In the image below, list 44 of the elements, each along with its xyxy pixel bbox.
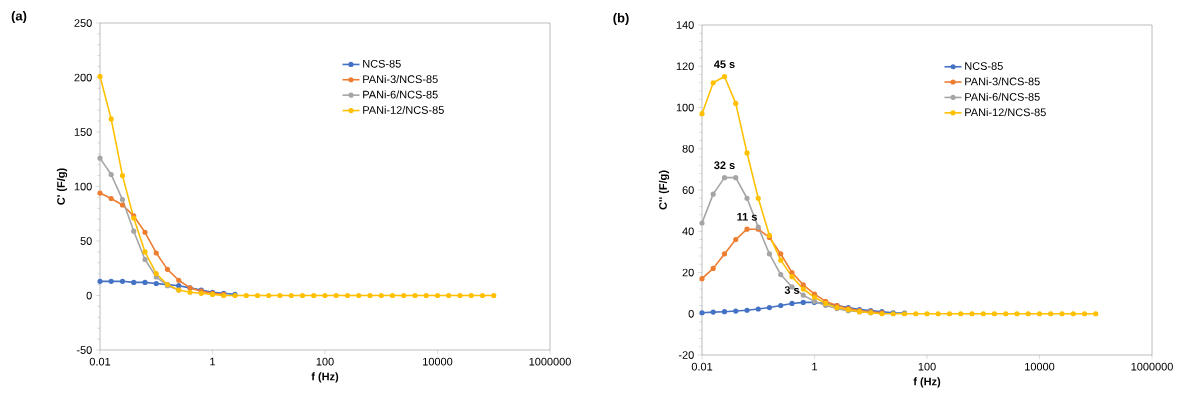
y-tick-label: 100 — [74, 182, 92, 191]
legend-label: PANi-6/NCS-85 — [965, 92, 1040, 101]
annotation: 11 s — [737, 213, 757, 221]
legend-label: PANi-6/NCS-85 — [363, 90, 438, 99]
x-axis-title: f (Hz) — [913, 377, 941, 388]
y-tick-label: 250 — [74, 19, 92, 27]
x-axis-title: f (Hz) — [311, 372, 339, 383]
y-tick-label: 80 — [682, 144, 694, 153]
x-tick-label: 1 — [210, 357, 216, 366]
y-tick-label: 50 — [80, 237, 92, 245]
y-tick-label: 60 — [682, 186, 694, 194]
legend-label: NCS-85 — [363, 59, 401, 68]
y-tick-label: 40 — [682, 227, 694, 236]
y-tick-label: 20 — [682, 268, 694, 277]
y-axis-title: C' (F/g) — [56, 168, 68, 205]
annotation: 45 s — [714, 60, 735, 69]
x-tick-label: 1000000 — [1131, 362, 1173, 371]
annotation: 3 s — [784, 286, 800, 294]
y-tick-label: -50 — [76, 346, 92, 354]
x-tick-label: 1000000 — [529, 357, 571, 366]
y-tick-label: 0 — [86, 291, 92, 300]
legend-label: PANi-12/NCS-85 — [363, 105, 444, 114]
annotation: 32 s — [714, 161, 735, 170]
x-tick-label: 100 — [918, 362, 936, 371]
y-axis-title: C'' (F/g) — [658, 170, 670, 210]
y-tick-label: 100 — [676, 103, 694, 112]
y-tick-label: -20 — [678, 351, 694, 359]
y-tick-label: 140 — [676, 21, 694, 29]
legend-label: NCS-85 — [965, 62, 1003, 70]
legend-label: PANi-3/NCS-85 — [965, 77, 1040, 86]
x-tick-label: 10000 — [1025, 362, 1055, 371]
y-tick-label: 120 — [676, 62, 694, 71]
x-tick-label: 100 — [316, 357, 334, 366]
legend-label: PANi-12/NCS-85 — [965, 108, 1046, 117]
x-tick-label: 1 — [812, 362, 818, 371]
y-tick-label: 150 — [74, 128, 92, 136]
chart-title: (a) — [11, 10, 27, 24]
y-tick-label: 0 — [688, 309, 694, 318]
legend-label: PANi-3/NCS-85 — [363, 75, 438, 84]
x-tick-label: 10000 — [423, 357, 453, 366]
x-tick-label: 0.01 — [89, 357, 111, 366]
x-tick-label: 0.01 — [691, 362, 713, 371]
chart-title: (b) — [613, 12, 629, 26]
y-tick-label: 200 — [74, 73, 92, 82]
